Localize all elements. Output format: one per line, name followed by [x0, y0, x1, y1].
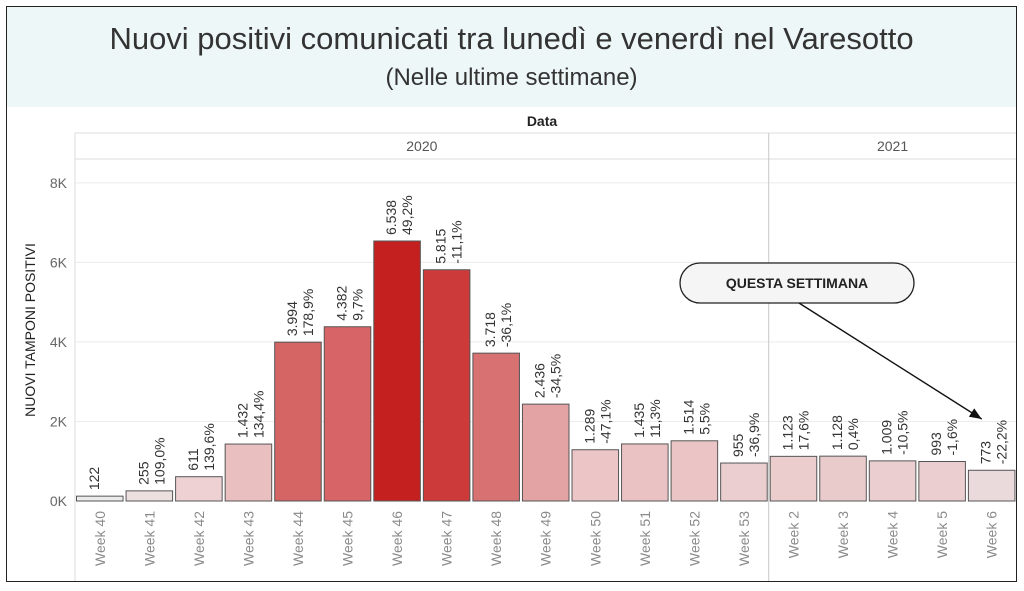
bar-value-label: 1.128 — [829, 415, 845, 450]
bar-pct-label: -11,1% — [449, 220, 465, 263]
bar — [819, 455, 867, 502]
chart-frame: Nuovi positivi comunicati tra lunedì e v… — [6, 6, 1017, 582]
x-tick-label: Week 2 — [785, 511, 801, 558]
bar-value-label: 4.382 — [334, 285, 350, 320]
bar — [323, 326, 372, 502]
bar-value-label: 122 — [86, 467, 102, 491]
bar-pct-label: 134,4% — [250, 391, 266, 438]
bar-pct-label: -1,6% — [944, 419, 960, 456]
title-band: Nuovi positivi comunicati tra lunedì e v… — [7, 7, 1016, 107]
bar-value-label: 611 — [185, 448, 201, 471]
bar — [422, 269, 471, 502]
bar-pct-label: 109,0% — [151, 437, 167, 484]
callout-arrow-head — [968, 408, 982, 419]
bar — [373, 240, 421, 502]
x-tick-label: Week 53 — [736, 511, 752, 566]
bar-pct-label: -10,5% — [895, 411, 911, 455]
bar-value-label: 993 — [928, 432, 944, 456]
x-tick-label: Week 5 — [934, 511, 950, 558]
year-group-label: 2020 — [406, 138, 437, 154]
y-tick-label: 8K — [50, 175, 68, 191]
x-tick-label: Week 52 — [686, 511, 702, 566]
x-tick-label: Week 50 — [587, 511, 603, 566]
y-tick-label: 2K — [50, 413, 68, 429]
bar-value-label: 1.123 — [779, 415, 795, 450]
bar-value-label: 6.538 — [383, 200, 399, 235]
bar — [769, 455, 818, 502]
x-tick-label: Week 43 — [240, 511, 256, 566]
bar-pct-label: 139,6% — [201, 423, 217, 470]
bar — [175, 476, 223, 502]
callout-arrow-line — [798, 302, 983, 420]
x-tick-label: Week 40 — [92, 511, 108, 566]
bar — [274, 341, 322, 502]
bar-pct-label: 0,4% — [845, 418, 861, 450]
y-tick-label: 4K — [50, 334, 68, 350]
bar-value-label: 3.718 — [482, 312, 498, 347]
callout-text: QUESTA SETTIMANA — [726, 275, 868, 291]
x-tick-label: Week 6 — [984, 511, 1000, 558]
bar-pct-label: -34,5% — [548, 354, 564, 398]
y-tick-label: 6K — [50, 254, 68, 270]
bar-value-label: 1.514 — [680, 400, 696, 435]
bar-value-label: 3.994 — [284, 301, 300, 336]
callout-box — [679, 262, 915, 304]
x-tick-label: Week 47 — [439, 511, 455, 566]
bar-pct-label: 17,6% — [795, 411, 811, 451]
bar — [76, 495, 124, 502]
bar — [720, 462, 768, 502]
bar — [670, 440, 719, 502]
bar-pct-label: 5,5% — [696, 403, 712, 435]
x-tick-label: Week 4 — [885, 511, 901, 558]
bar — [621, 443, 669, 502]
bar — [918, 461, 966, 502]
bar-value-label: 5.815 — [433, 229, 449, 264]
bar — [472, 352, 520, 502]
x-tick-label: Week 41 — [141, 511, 157, 566]
header-label: Data — [527, 113, 558, 129]
bar-value-label: 955 — [730, 433, 746, 457]
bar-pct-label: 9,7% — [350, 289, 366, 321]
bar-value-label: 1.289 — [581, 408, 597, 443]
bar — [125, 490, 174, 502]
bar-pct-label: 11,3% — [647, 399, 663, 438]
chart-subtitle: (Nelle ultime settimane) — [385, 64, 638, 91]
x-tick-label: Week 51 — [637, 511, 653, 566]
bar-pct-label: 178,9% — [300, 289, 316, 336]
bar-chart: 0K 2K 4K 6K 8K Data 2020 2021 NUOVI TAMPONI POSI… — [22, 113, 1016, 581]
bar — [967, 469, 1016, 502]
bar-pct-label: -36,1% — [498, 303, 514, 347]
year-group-label: 2021 — [877, 138, 908, 154]
bar — [521, 403, 570, 502]
bar-pct-label: 49,2% — [399, 195, 415, 235]
bar-value-label: 1.009 — [879, 420, 895, 455]
bar-value-label: 255 — [135, 461, 151, 485]
x-tick-label: Week 48 — [488, 511, 504, 566]
x-tick-label: Week 49 — [538, 511, 554, 566]
bar-value-label: 1.432 — [234, 403, 250, 438]
bar-pct-label: -47,1% — [597, 399, 613, 443]
bar-pct-label: -22,2% — [994, 420, 1010, 464]
bar-pct-label: -36,9% — [746, 413, 762, 457]
x-tick-label: Week 42 — [191, 511, 207, 566]
x-tick-label: Week 46 — [389, 511, 405, 566]
chart-title: Nuovi positivi comunicati tra lunedì e v… — [109, 21, 914, 56]
y-tick-label: 0K — [50, 493, 68, 509]
y-axis-title: NUOVI TAMPONI POSITIVI — [22, 243, 38, 417]
x-tick-label: Week 45 — [340, 511, 356, 566]
x-tick-label: Week 3 — [835, 511, 851, 558]
x-tick-label: Week 44 — [290, 511, 306, 566]
bar-value-label: 773 — [978, 441, 994, 465]
bar — [571, 449, 620, 502]
bar-value-label: 2.436 — [532, 363, 548, 398]
bar — [868, 460, 917, 502]
bar-value-label: 1.435 — [631, 403, 647, 438]
bar — [224, 443, 273, 502]
